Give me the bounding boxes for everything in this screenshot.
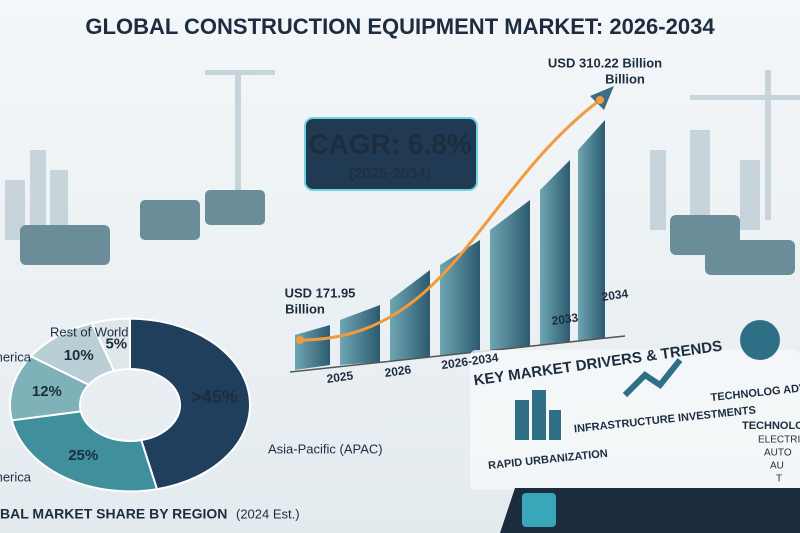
growth-bars bbox=[289, 120, 626, 373]
segment-name: merica bbox=[0, 469, 32, 484]
axis-label: 2025 bbox=[326, 368, 355, 386]
tech-title: TECHNOLOG bbox=[742, 420, 800, 432]
start-point bbox=[296, 336, 304, 344]
cagr-box bbox=[304, 117, 478, 191]
segment-value: 10% bbox=[64, 347, 94, 364]
brand-logo bbox=[522, 493, 556, 527]
segment-value: 5% bbox=[105, 336, 127, 353]
tech-item: AUTO bbox=[764, 448, 792, 459]
end-label: USD 310.22 Billion bbox=[548, 55, 662, 70]
donut-segment bbox=[129, 317, 251, 491]
tech-list: ELECTRI AUTO AU T bbox=[758, 435, 800, 485]
segment-value: 12% bbox=[32, 383, 62, 400]
segment-name: merica bbox=[0, 349, 32, 364]
brand-tagline: PRECISE MARKET RESEARCH | 3D VISUALIZATI… bbox=[566, 518, 800, 528]
tech-item: T bbox=[776, 474, 782, 485]
cagr-period: (2025-2034) bbox=[349, 165, 431, 182]
region-subtitle: (2024 Est.) bbox=[236, 506, 300, 521]
donut-segment bbox=[10, 410, 159, 493]
growth-curve bbox=[299, 98, 601, 342]
start-unit: Billion bbox=[285, 301, 325, 316]
driver-icons bbox=[515, 320, 780, 440]
tech-item: AU bbox=[770, 461, 784, 472]
segment-value: 25% bbox=[68, 447, 98, 464]
segment-value: >45% bbox=[191, 387, 238, 407]
end-point bbox=[596, 96, 604, 104]
title: GLOBAL CONSTRUCTION EQUIPMENT MARKET: 20… bbox=[85, 14, 715, 39]
cagr: CAGR: 6.8% bbox=[308, 128, 471, 159]
drivers-panel bbox=[470, 350, 800, 490]
axis-label: 2034 bbox=[601, 286, 630, 304]
axis-label: 2026 bbox=[384, 362, 413, 380]
segment-name: Asia-Pacific (APAC) bbox=[268, 441, 383, 456]
region-title: BAL MARKET SHARE BY REGION bbox=[0, 506, 227, 522]
segment-name: Rest of World bbox=[50, 324, 129, 339]
decor-city bbox=[5, 70, 800, 240]
end-unit: Billion bbox=[605, 71, 645, 86]
tech-item: ELECTRI bbox=[758, 435, 800, 446]
axis-label: 2033 bbox=[551, 310, 580, 328]
donut-segment bbox=[90, 317, 131, 373]
brand-bar bbox=[500, 488, 800, 533]
decor-machines bbox=[20, 190, 795, 275]
brand-name: STRATIFY CORE ANAL bbox=[566, 493, 775, 514]
start-label: USD 171.95 bbox=[285, 285, 356, 300]
